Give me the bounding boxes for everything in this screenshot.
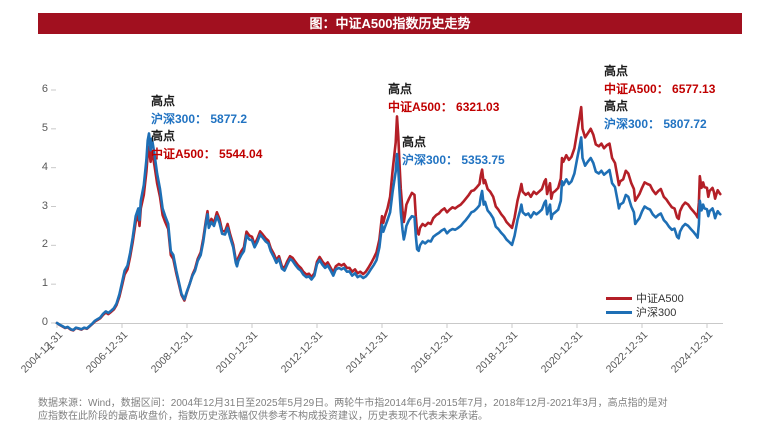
annotation-line: 高点: [151, 94, 176, 108]
annotation-line: 中证A500： 5544.04: [151, 146, 263, 161]
annotation-line: 沪深300： 5877.2: [151, 111, 248, 126]
y-axis-label: 3: [41, 199, 48, 212]
chart-title-bar: 图：中证A500指数历史走势: [38, 13, 742, 34]
y-axis-label: 5: [41, 121, 48, 134]
legend-swatch: [606, 310, 632, 314]
y-axis-label: 2: [41, 238, 48, 251]
annotation-line: 沪深300： 5353.75: [402, 152, 505, 167]
annotation-line: 高点: [604, 99, 629, 113]
y-axis-label: 4: [41, 160, 48, 173]
footnote-line-1: 数据来源：Wind，数据区间：2004年12月31日至2025年5月29日。两轮…: [38, 398, 668, 409]
legend: 中证A500 沪深300: [606, 291, 684, 319]
legend-item: 沪深300: [606, 305, 684, 319]
peak-annotation: 高点沪深300： 5353.75: [402, 134, 505, 169]
annotation-line: 中证A500： 6321.03: [388, 99, 500, 114]
y-axis-label: 6: [41, 83, 48, 95]
footnote: 数据来源：Wind，数据区间：2004年12月31日至2025年5月29日。两轮…: [38, 397, 746, 423]
legend-item: 中证A500: [606, 291, 684, 305]
peak-annotation: 高点 中证A500： 6577.13 高点 沪深300： 5807.72: [604, 63, 715, 133]
annotation-line: 高点: [604, 64, 629, 78]
legend-label: 沪深300: [636, 307, 677, 319]
peak-annotation: 高点中证A500： 6321.03: [388, 81, 499, 116]
legend-label: 中证A500: [636, 293, 684, 305]
y-axis-label: 0: [41, 316, 48, 328]
footnote-line-2: 应指数在此阶段的最高收盘价，指数历史涨跌幅仅供参考不构成投资建议，历史表现不代表…: [38, 411, 488, 422]
y-axis-label: 1: [41, 277, 48, 290]
annotation-line: 高点: [402, 135, 427, 149]
peak-annotation: 高点 沪深300： 5877.2 高点 中证A500： 5544.04: [151, 93, 262, 163]
annotation-line: 高点: [388, 82, 413, 96]
legend-swatch: [606, 296, 632, 300]
annotation-line: 高点: [151, 129, 176, 143]
series-line-hs300: [55, 132, 722, 332]
annotation-line: 中证A500： 6577.13: [604, 81, 716, 96]
annotation-line: 沪深300： 5807.72: [604, 116, 707, 131]
